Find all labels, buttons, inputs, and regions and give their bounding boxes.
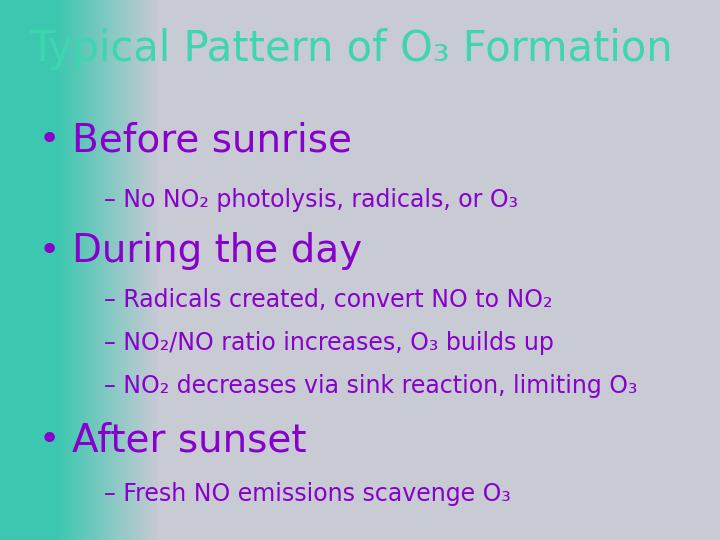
Text: •: • [38,234,60,268]
Text: – Fresh NO emissions scavenge O₃: – Fresh NO emissions scavenge O₃ [104,482,511,506]
Text: – NO₂/NO ratio increases, O₃ builds up: – NO₂/NO ratio increases, O₃ builds up [104,331,554,355]
Text: Before sunrise: Before sunrise [72,122,352,159]
Text: •: • [38,423,60,457]
Text: After sunset: After sunset [72,421,307,459]
Text: During the day: During the day [72,232,362,270]
Text: – NO₂ decreases via sink reaction, limiting O₃: – NO₂ decreases via sink reaction, limit… [104,374,638,398]
Text: Typical Pattern of O₃ Formation: Typical Pattern of O₃ Formation [29,28,672,70]
Text: •: • [38,124,60,157]
Text: – No NO₂ photolysis, radicals, or O₃: – No NO₂ photolysis, radicals, or O₃ [104,188,518,212]
Text: – Radicals created, convert NO to NO₂: – Radicals created, convert NO to NO₂ [104,288,553,312]
